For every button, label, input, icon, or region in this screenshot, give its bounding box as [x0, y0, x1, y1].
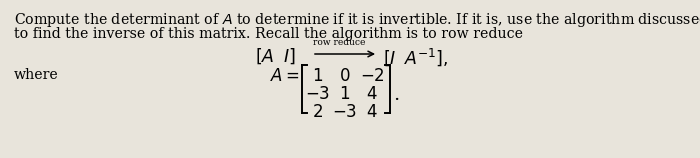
Text: $[I \;\; A^{-1}],$: $[I \;\; A^{-1}],$: [383, 46, 449, 68]
Text: where: where: [14, 68, 59, 82]
Text: to find the inverse of this matrix. Recall the algorithm is to row reduce: to find the inverse of this matrix. Reca…: [14, 27, 523, 41]
Text: $A=$: $A=$: [270, 68, 300, 85]
Text: $1$: $1$: [312, 68, 323, 85]
Text: $2$: $2$: [312, 104, 323, 121]
Text: $0$: $0$: [340, 68, 351, 85]
Text: $4$: $4$: [366, 104, 378, 121]
Text: $-3$: $-3$: [305, 86, 330, 103]
Text: $4$: $4$: [366, 86, 378, 103]
Text: $-3$: $-3$: [332, 104, 358, 121]
Text: $1$: $1$: [340, 86, 351, 103]
Text: row reduce: row reduce: [313, 38, 365, 47]
Text: $-2$: $-2$: [360, 68, 384, 85]
Text: Compute the determinant of $A$ to determine if it is invertible. If it is, use t: Compute the determinant of $A$ to determ…: [14, 11, 700, 29]
Text: .: .: [393, 86, 399, 104]
Text: $[A \;\; I]$: $[A \;\; I]$: [255, 46, 295, 66]
